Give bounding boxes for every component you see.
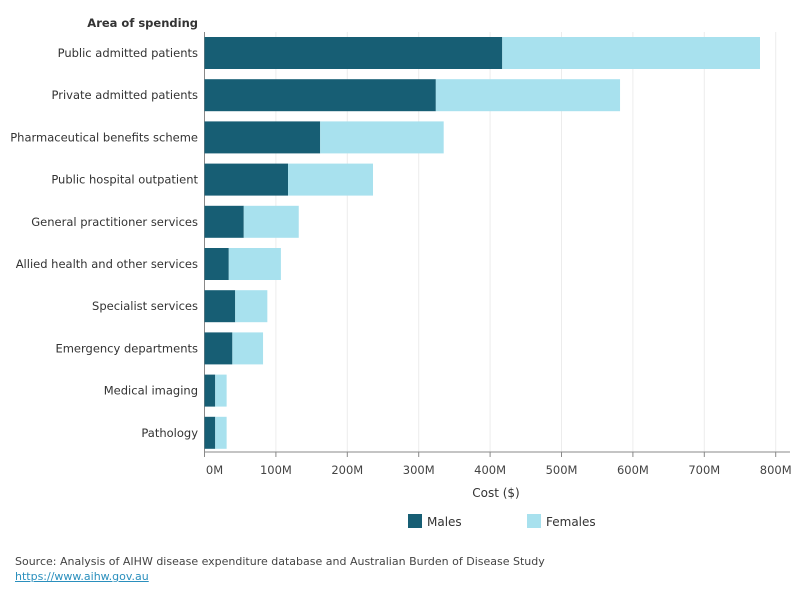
bar-females bbox=[288, 163, 374, 196]
x-tick-label: 200M bbox=[331, 463, 363, 477]
category-label: Private admitted patients bbox=[52, 88, 198, 102]
y-category-title: Area of spending bbox=[87, 16, 198, 30]
bar-males bbox=[204, 332, 233, 365]
bar-males bbox=[204, 121, 321, 154]
bar-females bbox=[232, 332, 264, 365]
bar-males bbox=[204, 205, 244, 238]
legend-swatch-males bbox=[408, 514, 422, 528]
category-label: Pathology bbox=[141, 426, 198, 440]
x-tick-label: 700M bbox=[688, 463, 720, 477]
category-label: General practitioner services bbox=[31, 215, 198, 229]
legend-swatch-females bbox=[527, 514, 541, 528]
category-label: Public hospital outpatient bbox=[51, 173, 198, 187]
bar-females bbox=[502, 37, 760, 69]
category-label: Emergency departments bbox=[55, 341, 198, 355]
bar-chart: 0M 100M 200M 300M 400M 500M 600M 700M 800M Area o… bbox=[10, 16, 792, 529]
bar-females bbox=[243, 205, 299, 238]
bar-females bbox=[215, 374, 227, 407]
legend-label: Males bbox=[427, 515, 462, 529]
x-tick-label: 600M bbox=[617, 463, 649, 477]
bar-males bbox=[204, 416, 216, 449]
x-axis-label: Cost ($) bbox=[472, 486, 520, 500]
x-tick-label: 800M bbox=[760, 463, 792, 477]
source-note: Source: Analysis of AIHW disease expendi… bbox=[15, 555, 545, 568]
bar-females bbox=[235, 290, 268, 323]
category-label: Medical imaging bbox=[104, 384, 198, 398]
bar-males bbox=[204, 79, 436, 112]
category-label: Pharmaceutical benefits scheme bbox=[10, 130, 198, 144]
bar-males bbox=[204, 374, 216, 407]
x-tick-label: 500M bbox=[546, 463, 578, 477]
bar-males bbox=[204, 163, 289, 196]
bar-females bbox=[320, 121, 444, 154]
category-label: Public admitted patients bbox=[58, 46, 198, 60]
legend-label: Females bbox=[546, 515, 596, 529]
bar-females bbox=[435, 79, 621, 112]
bar-males bbox=[204, 248, 229, 280]
bar-males bbox=[204, 37, 503, 69]
x-tick-label: 400M bbox=[474, 463, 506, 477]
bar-males bbox=[204, 290, 236, 323]
bar-females bbox=[228, 248, 281, 280]
source-link[interactable]: https://www.aihw.gov.au bbox=[15, 570, 149, 583]
x-tick-label: 100M bbox=[260, 463, 292, 477]
category-label: Specialist services bbox=[92, 299, 198, 313]
x-tick-label: 0M bbox=[206, 463, 223, 477]
category-label: Allied health and other services bbox=[16, 257, 198, 271]
x-tick-label: 300M bbox=[403, 463, 435, 477]
bar-females bbox=[215, 416, 227, 449]
